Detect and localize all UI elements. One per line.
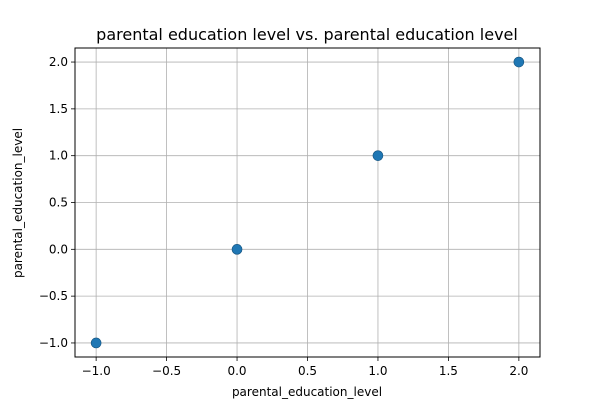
y-tick-label: 0.0 — [49, 242, 68, 256]
x-axis-ticks: −1.0 −0.5 0.0 0.5 1.0 1.5 2.0 — [82, 357, 528, 378]
x-tick-label: 0.0 — [227, 364, 246, 378]
y-tick-label: 0.5 — [49, 196, 68, 210]
data-points — [90, 56, 525, 349]
y-axis-label: parental_education_level — [11, 128, 25, 278]
y-tick-label: 1.5 — [49, 102, 68, 116]
x-tick-label: 2.0 — [509, 364, 528, 378]
y-tick-label: −1.0 — [39, 336, 68, 350]
grid-lines — [75, 48, 540, 357]
y-axis-ticks: −1.0 −0.5 0.0 0.5 1.0 1.5 2.0 — [39, 55, 75, 350]
scatter-point — [513, 56, 525, 68]
scatter-point — [231, 244, 243, 255]
x-axis-label: parental_education_level — [232, 385, 382, 399]
x-tick-label: 1.0 — [368, 364, 387, 378]
y-tick-label: −0.5 — [39, 289, 68, 303]
scatter-point — [90, 337, 102, 349]
x-tick-label: 1.5 — [439, 364, 458, 378]
x-tick-label: −0.5 — [152, 364, 181, 378]
y-tick-label: 1.0 — [49, 149, 68, 163]
chart-title: parental education level vs. parental ed… — [96, 25, 518, 44]
x-tick-label: −1.0 — [82, 364, 111, 378]
y-tick-label: 2.0 — [49, 55, 68, 69]
x-tick-label: 0.5 — [298, 364, 317, 378]
scatter-point — [372, 150, 384, 161]
